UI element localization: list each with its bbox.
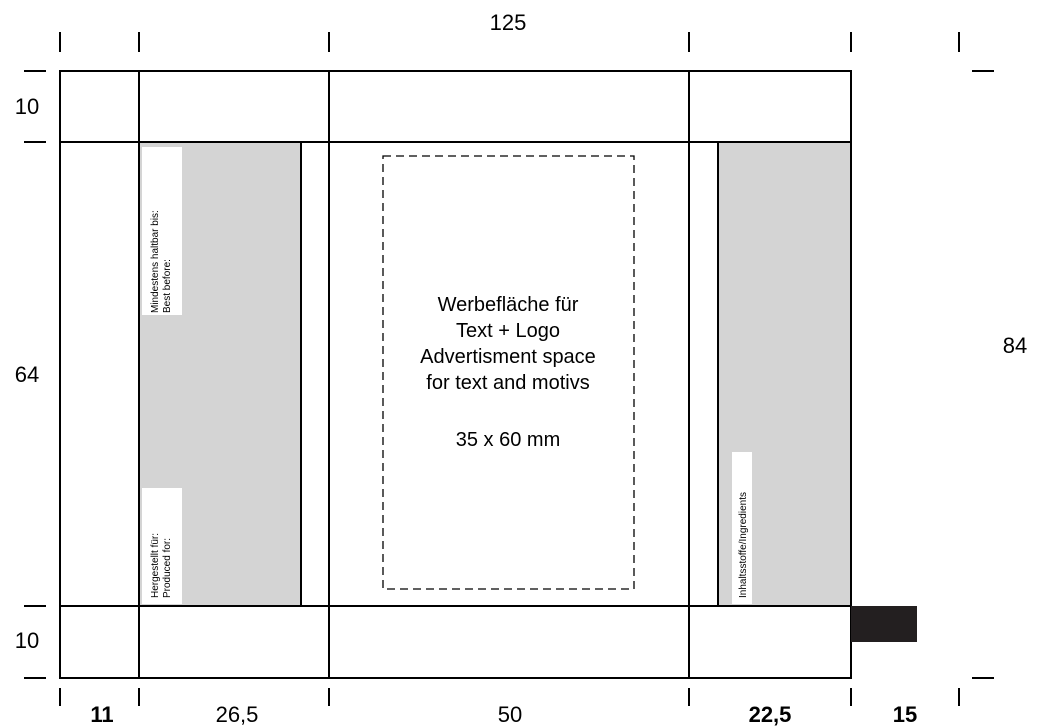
top-tick-marks bbox=[59, 32, 960, 52]
dim-left-bottom: 10 bbox=[15, 628, 39, 653]
dim-left-top: 10 bbox=[15, 94, 39, 119]
best-before-label-patch bbox=[142, 147, 182, 315]
ad-size: 35 x 60 mm bbox=[456, 429, 560, 451]
dieline-grid bbox=[59, 70, 852, 679]
ad-line-2: Text + Logo bbox=[456, 320, 560, 342]
dim-bottom-3: 50 bbox=[498, 702, 522, 727]
produced-for-label-de: Hergestellt für: bbox=[150, 533, 161, 598]
produced-for-label-en: Produced for: bbox=[162, 538, 173, 598]
bottom-tick-marks bbox=[59, 688, 960, 706]
advertisement-area-dashed bbox=[382, 155, 635, 590]
right-tick-marks bbox=[972, 70, 994, 679]
ingredients-label-patch bbox=[732, 452, 752, 604]
dim-top-total: 125 bbox=[490, 10, 527, 35]
dim-bottom-4: 22,5 bbox=[749, 702, 792, 727]
dim-left-middle: 64 bbox=[15, 362, 39, 387]
ingredients-label: Inhaltsstoffe/Ingredients bbox=[738, 492, 749, 598]
ad-line-1: Werbefläche für bbox=[438, 294, 579, 316]
best-before-label-en: Best before: bbox=[162, 259, 173, 313]
dim-bottom-1: 11 bbox=[90, 702, 113, 727]
dim-bottom-2: 26,5 bbox=[216, 702, 259, 727]
ad-line-3: Advertisment space bbox=[420, 346, 596, 368]
ad-line-4: for text and motivs bbox=[426, 372, 589, 394]
hang-tab bbox=[851, 606, 917, 642]
best-before-label-de: Mindestens haltbar bis: bbox=[150, 210, 161, 313]
left-tick-marks bbox=[24, 70, 46, 679]
dim-bottom-5: 15 bbox=[893, 702, 917, 727]
dim-right-total: 84 bbox=[1003, 333, 1027, 358]
produced-for-label-patch bbox=[142, 488, 182, 604]
